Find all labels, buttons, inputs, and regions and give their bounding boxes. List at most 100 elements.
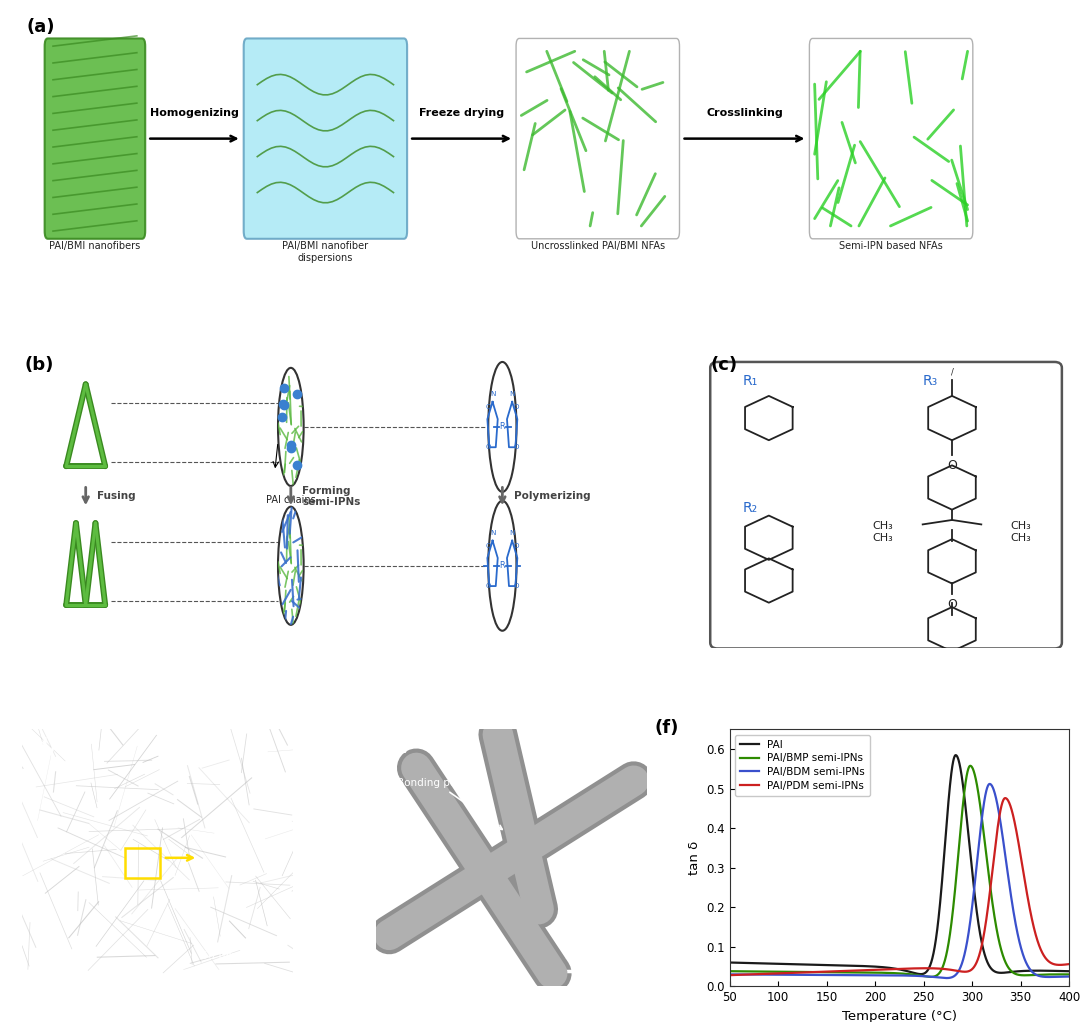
PAI/BMP semi-IPNs	[1053, 968, 1066, 980]
Text: (c): (c)	[711, 356, 738, 374]
Text: O: O	[947, 460, 957, 472]
Text: R₂: R₂	[743, 501, 758, 515]
Circle shape	[278, 368, 303, 486]
PAI/BMP semi-IPNs	[1063, 968, 1076, 980]
X-axis label: Temperature (°C): Temperature (°C)	[842, 1010, 957, 1022]
Text: O: O	[947, 598, 957, 611]
Text: Fusing: Fusing	[97, 492, 136, 502]
Circle shape	[278, 507, 303, 624]
Bar	[125, 847, 160, 878]
PAI/BMP semi-IPNs	[990, 927, 1003, 939]
PAI/BMP semi-IPNs	[741, 965, 754, 977]
Line: PAI: PAI	[730, 755, 1069, 974]
Circle shape	[488, 501, 516, 631]
Text: O: O	[485, 583, 491, 589]
Line: PAI/BMP semi-IPNs: PAI/BMP semi-IPNs	[730, 765, 1069, 977]
Text: Crosslinking: Crosslinking	[706, 108, 783, 119]
Text: PAI/BMI nanofibers: PAI/BMI nanofibers	[50, 241, 140, 251]
PAI	[1053, 965, 1066, 977]
Text: O: O	[514, 543, 519, 549]
PAI/BMP semi-IPNs	[1053, 968, 1066, 980]
PAI/BMP semi-IPNs	[963, 759, 976, 772]
FancyBboxPatch shape	[809, 39, 973, 239]
Text: R₁: R₁	[743, 374, 758, 387]
Text: CH₃: CH₃	[873, 521, 893, 530]
PAI/BMP semi-IPNs	[724, 965, 737, 977]
Line: PAI/BDM semi-IPNs: PAI/BDM semi-IPNs	[730, 784, 1069, 978]
PAI/BDM semi-IPNs	[983, 778, 996, 790]
PAI/PDM semi-IPNs	[999, 792, 1012, 804]
Text: Freeze drying: Freeze drying	[419, 108, 504, 119]
Text: Uncrosslinked PAI/BMI NFAs: Uncrosslinked PAI/BMI NFAs	[530, 241, 665, 251]
Text: O: O	[485, 404, 491, 410]
FancyBboxPatch shape	[244, 39, 407, 239]
PAI/BMP semi-IPNs	[888, 967, 901, 979]
Text: /: /	[950, 368, 954, 377]
Text: 50 μm: 50 μm	[201, 950, 237, 961]
Text: Bonding points: Bonding points	[397, 778, 502, 830]
Line: PAI/PDM semi-IPNs: PAI/PDM semi-IPNs	[730, 798, 1069, 975]
PAI	[888, 963, 901, 975]
PAI	[879, 962, 892, 974]
PAI	[990, 967, 1003, 979]
Text: (b): (b)	[25, 356, 54, 374]
Text: Semi-IPN based NFAs: Semi-IPN based NFAs	[839, 241, 943, 251]
Text: CH₃: CH₃	[1011, 521, 1031, 530]
PAI/PDM semi-IPNs	[1063, 958, 1076, 970]
PAI	[1053, 965, 1066, 977]
Text: (e): (e)	[381, 737, 409, 755]
FancyBboxPatch shape	[711, 362, 1062, 649]
FancyBboxPatch shape	[44, 39, 145, 239]
PAI/PDM semi-IPNs	[741, 969, 754, 981]
Text: O: O	[514, 444, 519, 450]
Text: CH₃: CH₃	[1011, 532, 1031, 543]
Text: O: O	[485, 444, 491, 450]
Text: PAI chains: PAI chains	[266, 495, 315, 505]
PAI/BDM semi-IPNs	[940, 972, 953, 984]
Legend: PAI, PAI/BMP semi-IPNs, PAI/BDM semi-IPNs, PAI/PDM semi-IPNs: PAI, PAI/BMP semi-IPNs, PAI/BDM semi-IPN…	[734, 735, 870, 796]
PAI/BDM semi-IPNs	[879, 969, 892, 981]
PAI/PDM semi-IPNs	[1053, 959, 1066, 971]
PAI/PDM semi-IPNs	[724, 969, 737, 981]
Text: N: N	[490, 390, 496, 397]
Text: 2 μm: 2 μm	[565, 950, 594, 961]
PAI/PDM semi-IPNs	[879, 963, 892, 975]
Text: (d): (d)	[27, 737, 56, 755]
PAI	[915, 968, 928, 980]
Text: (a): (a)	[27, 18, 55, 36]
PAI/BDM semi-IPNs	[741, 968, 754, 980]
Text: Polymerizing: Polymerizing	[514, 492, 591, 502]
PAI/BDM semi-IPNs	[1063, 971, 1076, 983]
Text: (f): (f)	[654, 719, 679, 737]
PAI	[741, 957, 754, 969]
PAI	[1063, 965, 1076, 977]
PAI/BMP semi-IPNs	[924, 971, 937, 983]
Text: Homogenizing: Homogenizing	[150, 108, 239, 119]
Y-axis label: tan δ: tan δ	[688, 841, 701, 875]
Circle shape	[488, 362, 516, 492]
FancyBboxPatch shape	[516, 39, 679, 239]
PAI	[724, 957, 737, 969]
Text: N: N	[510, 390, 515, 397]
Text: N: N	[510, 529, 515, 536]
PAI/BDM semi-IPNs	[888, 969, 901, 981]
PAI/BMP semi-IPNs	[879, 967, 892, 979]
PAI/BDM semi-IPNs	[1053, 971, 1066, 983]
Text: R: R	[500, 561, 505, 570]
Text: CH₃: CH₃	[873, 532, 893, 543]
PAI/PDM semi-IPNs	[990, 826, 1003, 838]
Text: O: O	[485, 543, 491, 549]
PAI/PDM semi-IPNs	[888, 963, 901, 975]
PAI/BDM semi-IPNs	[724, 968, 737, 980]
Text: R₃: R₃	[922, 374, 937, 387]
Text: PAI/BMI nanofiber
dispersions: PAI/BMI nanofiber dispersions	[282, 241, 368, 263]
Text: O: O	[514, 583, 519, 589]
Text: O: O	[514, 404, 519, 410]
Text: R: R	[500, 422, 505, 431]
PAI	[949, 749, 962, 761]
PAI/PDM semi-IPNs	[1053, 959, 1066, 971]
Text: Forming
semi-IPNs: Forming semi-IPNs	[302, 485, 361, 507]
Text: N: N	[490, 529, 496, 536]
PAI/BDM semi-IPNs	[1053, 971, 1066, 983]
PAI/BDM semi-IPNs	[990, 798, 1003, 810]
